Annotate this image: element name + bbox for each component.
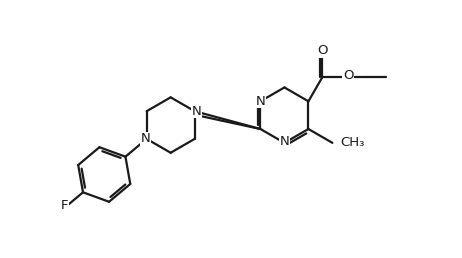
Text: O: O xyxy=(343,69,353,82)
Text: N: N xyxy=(141,132,151,146)
Text: F: F xyxy=(61,199,68,212)
Text: N: N xyxy=(255,95,265,108)
Text: N: N xyxy=(192,105,201,118)
Text: N: N xyxy=(280,135,289,148)
Text: O: O xyxy=(317,44,328,57)
Text: CH₃: CH₃ xyxy=(340,136,365,149)
